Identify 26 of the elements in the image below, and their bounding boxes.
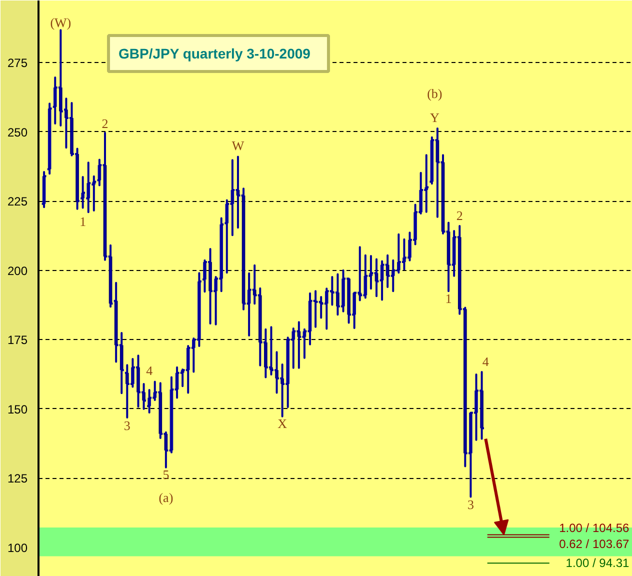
y-tick-label: 175 (7, 333, 28, 348)
annotation: 3 (467, 496, 474, 512)
annotation: (W) (50, 14, 72, 30)
y-tick-label: 250 (7, 125, 28, 140)
ref-line-label: 1.00 / 104.56 (559, 520, 630, 535)
ref-line-label: 0.62 / 103.67 (559, 537, 630, 552)
y-tick-label: 125 (7, 472, 28, 486)
annotation: (a) (158, 490, 174, 506)
annotation: W (232, 138, 245, 154)
y-tick-label: 150 (7, 402, 28, 416)
annotation: 2 (102, 116, 108, 132)
annotation: 4 (146, 362, 154, 378)
annotation: 4 (482, 354, 490, 370)
y-tick-label: 100 (7, 540, 28, 555)
annotation: (b) (427, 86, 442, 102)
text: GBP/JPY quarterly 3-10-2009 (118, 46, 311, 62)
y-tick-label: 200 (7, 264, 28, 278)
annotation: 1 (80, 214, 86, 230)
ref-line-label: 1.00 / 94.31 (566, 556, 630, 570)
annotation: X (278, 416, 288, 432)
annotation: Y (430, 110, 440, 125)
y-tick-label: 225 (7, 194, 28, 209)
y-tick-label: 275 (7, 56, 28, 70)
annotation: 1 (445, 290, 452, 306)
annotation: 2 (456, 208, 463, 223)
annotation: 3 (124, 418, 130, 434)
